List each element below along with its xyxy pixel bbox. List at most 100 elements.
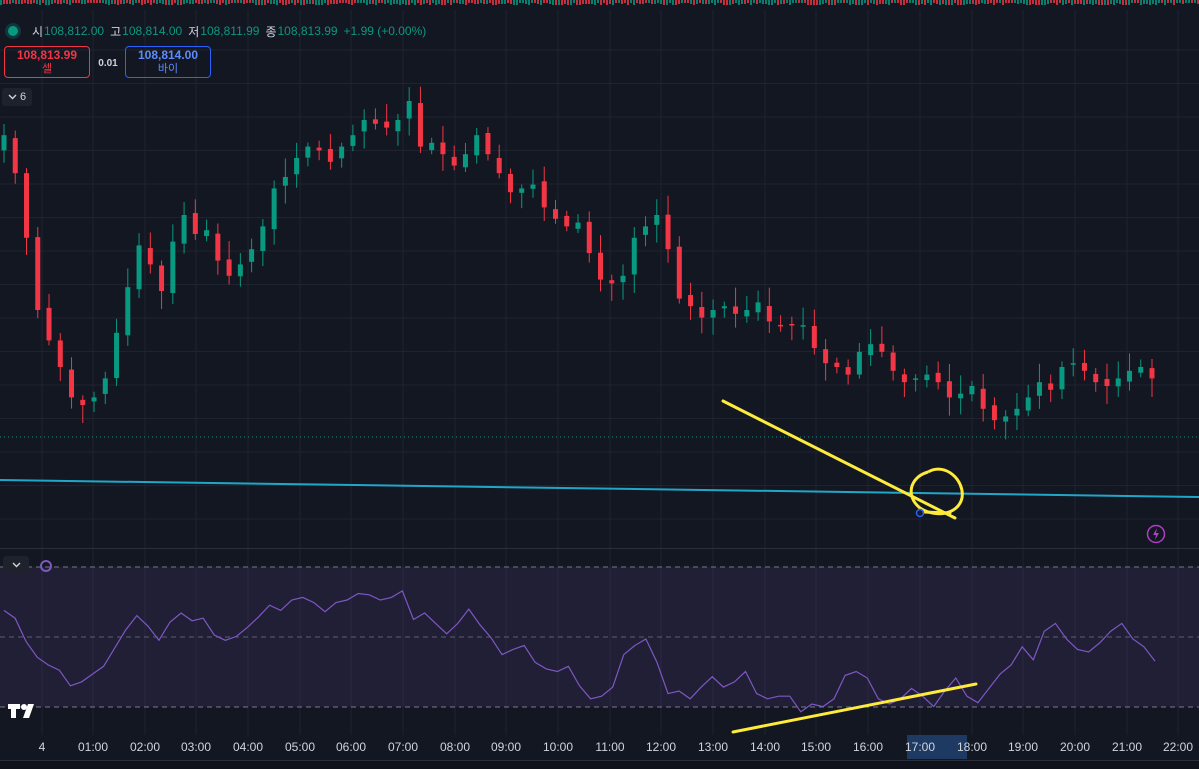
- candle: [350, 124, 356, 152]
- time-tick: 04:00: [232, 740, 264, 754]
- tape-bar: [453, 0, 455, 3]
- alert-marker-icon[interactable]: [915, 508, 925, 518]
- time-axis[interactable]: 4 01:00 02:00 03:00 04:00 05:00 06:00 07:00 08:0…: [0, 735, 1199, 759]
- tape-bar: [102, 0, 104, 3]
- tape-bar: [363, 0, 365, 3]
- tape-bar: [633, 0, 635, 5]
- tape-bar: [1065, 0, 1067, 4]
- tape-bar: [855, 0, 857, 5]
- tape-bar: [732, 0, 734, 4]
- tape-bar: [576, 0, 578, 5]
- tape-bar: [561, 0, 563, 5]
- pane-separator[interactable]: [0, 548, 1199, 549]
- tape-bar: [1137, 0, 1139, 3]
- tape-bar: [1176, 0, 1178, 3]
- candle: [789, 316, 795, 341]
- candle: [688, 282, 694, 320]
- time-tick: 4: [38, 740, 46, 754]
- tape-bar: [630, 0, 632, 3]
- tape-bar: [507, 0, 509, 3]
- candle: [823, 339, 829, 381]
- tape-bar: [1185, 0, 1187, 3]
- tape-bar: [327, 0, 329, 5]
- indicator-settings-icon[interactable]: [40, 560, 52, 572]
- tape-bar: [411, 0, 413, 3]
- tape-bar: [573, 0, 575, 3]
- tape-bar: [849, 0, 851, 5]
- buy-button[interactable]: 108,814.00 바이: [125, 46, 211, 78]
- tape-bar: [201, 0, 203, 4]
- tape-bar: [786, 0, 788, 3]
- drawn-underline-annotation[interactable]: [922, 510, 952, 515]
- tape-bar: [684, 0, 686, 3]
- tape-bar: [870, 0, 872, 3]
- tape-bar: [54, 0, 56, 3]
- tape-bar: [834, 0, 836, 5]
- flash-icon[interactable]: [1146, 524, 1166, 544]
- tape-bar: [735, 0, 737, 3]
- tape-bar: [807, 0, 809, 5]
- candle: [327, 133, 333, 170]
- tape-bar: [690, 0, 692, 4]
- tape-bar: [1014, 0, 1016, 3]
- tape-bar: [489, 0, 491, 3]
- tape-bar: [843, 0, 845, 3]
- tape-bar: [519, 0, 521, 3]
- tape-bar: [888, 0, 890, 5]
- tape-bar: [636, 0, 638, 3]
- tape-bar: [222, 0, 224, 3]
- tape-bar: [153, 0, 155, 3]
- tape-bar: [1194, 0, 1196, 3]
- price-chart-area[interactable]: [0, 0, 1199, 735]
- tape-bar: [183, 0, 185, 4]
- tape-bar: [42, 0, 44, 3]
- tape-bar: [687, 0, 689, 3]
- ohlc-legend: 시 108,812.00 고 108,814.00 저 108,811.99 종…: [8, 22, 432, 40]
- candle: [294, 142, 300, 188]
- sell-button[interactable]: 108,813.99 셀: [4, 46, 90, 78]
- tape-bar: [591, 0, 593, 4]
- drawn-divergence-annotation[interactable]: [731, 682, 978, 734]
- tape-bar: [1071, 0, 1073, 5]
- tape-bar: [240, 0, 242, 3]
- tape-bar: [531, 0, 533, 3]
- tape-bar: [615, 0, 617, 3]
- candle: [766, 287, 772, 334]
- tape-bar: [96, 0, 98, 3]
- time-tick: 01:00: [77, 740, 109, 754]
- support-trendline[interactable]: [0, 479, 1199, 498]
- tape-bar: [312, 0, 314, 4]
- candle: [654, 199, 660, 243]
- tape-bar: [954, 0, 956, 3]
- candlestick-series[interactable]: [1, 86, 1155, 440]
- tape-bar: [339, 0, 341, 3]
- tape-bar: [258, 0, 260, 5]
- tape-bar: [525, 0, 527, 4]
- candle: [91, 391, 97, 412]
- collapse-pane-button[interactable]: [3, 556, 29, 574]
- candle: [462, 142, 468, 173]
- tape-bar: [726, 0, 728, 5]
- tape-bar: [900, 0, 902, 5]
- tradingview-logo-icon[interactable]: [6, 701, 40, 721]
- tape-bar: [261, 0, 263, 5]
- drawn-circle-annotation[interactable]: [909, 467, 964, 516]
- candle: [519, 184, 525, 209]
- tape-bar: [246, 0, 248, 3]
- drawn-trend-annotation[interactable]: [721, 399, 957, 520]
- candle: [395, 113, 401, 146]
- tape-bar: [492, 0, 494, 5]
- tape-bar: [528, 0, 530, 5]
- collapse-indicators-button[interactable]: 6: [2, 88, 32, 106]
- tape-bar: [912, 0, 914, 3]
- tape-bar: [3, 0, 5, 4]
- tape-bar: [342, 0, 344, 3]
- tape-bar: [192, 0, 194, 4]
- buy-label: 바이: [157, 63, 179, 75]
- tape-bar: [1149, 0, 1151, 5]
- tape-bar: [441, 0, 443, 5]
- tape-bar: [57, 0, 59, 4]
- tape-bar: [375, 0, 377, 5]
- candle: [1081, 349, 1087, 381]
- tape-bar: [1173, 0, 1175, 5]
